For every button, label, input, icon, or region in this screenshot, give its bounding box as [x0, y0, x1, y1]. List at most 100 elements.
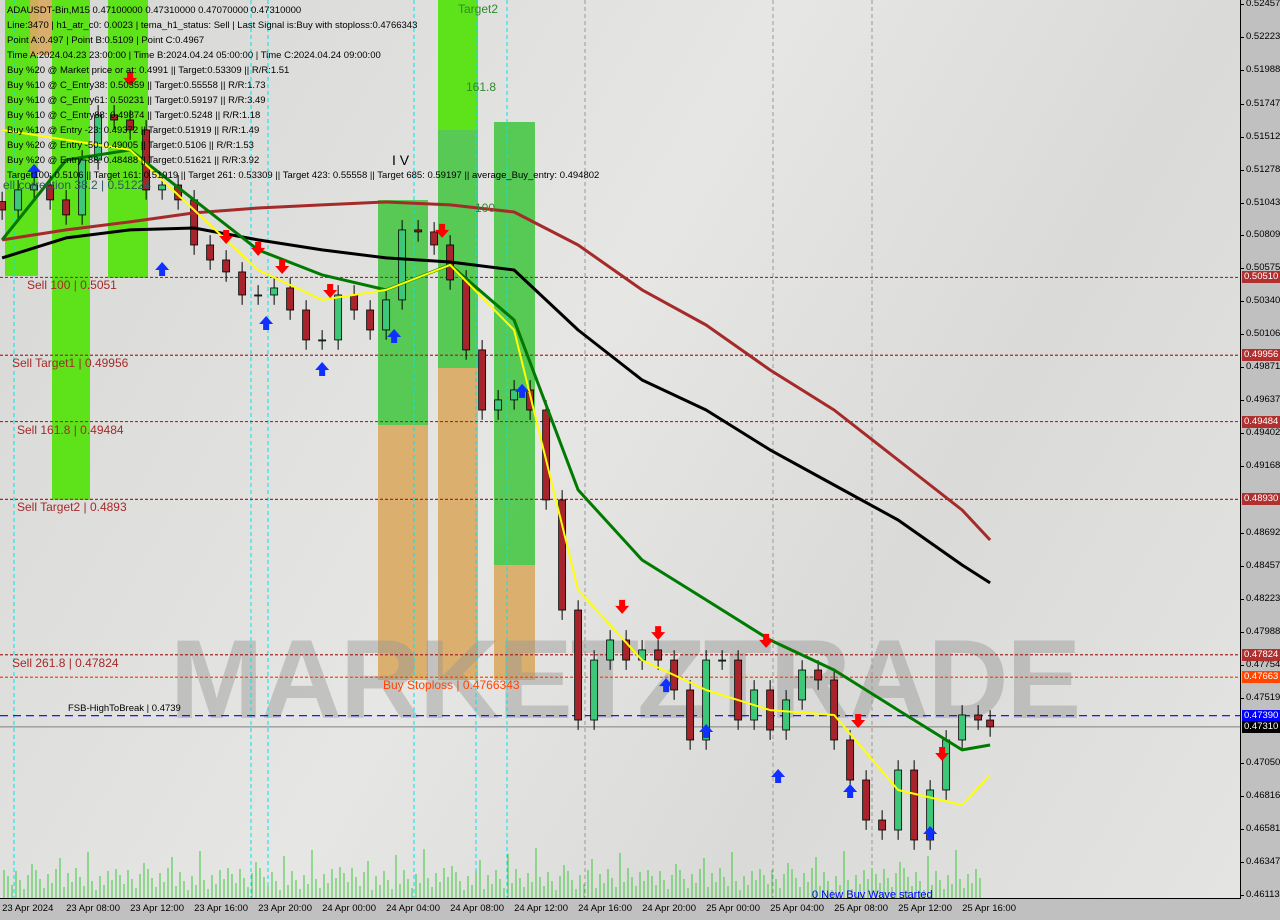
watermark-logo: MARKETZTRADE [170, 617, 1081, 742]
candle [30, 184, 39, 191]
time-tick-label: 25 Apr 00:00 [706, 903, 761, 914]
price-level-badge: 0.47824 [1242, 648, 1280, 661]
price-tick-label: 0.50575 [1240, 262, 1280, 274]
sell-arrow-icon [219, 229, 234, 244]
candle [830, 679, 839, 741]
price-chart[interactable]: MARKETZTRADE ADAUSDT-Bin,M15 0.47100000 … [0, 0, 1241, 899]
time-tick-label: 23 Apr 20:00 [258, 903, 313, 914]
sell-arrow-icon [323, 284, 338, 299]
price-tick-label: 0.50340 [1240, 295, 1280, 307]
time-tick-label: 25 Apr 12:00 [898, 903, 953, 914]
candle [126, 119, 135, 131]
buy-arrow-icon [387, 329, 402, 344]
price-tick-label: 0.48223 [1240, 592, 1280, 604]
info-line: Target100: 0.5106 || Target 161: 0.51919… [7, 170, 600, 181]
time-tick-label: 24 Apr 04:00 [386, 903, 441, 914]
buy-arrow-icon [259, 315, 274, 330]
candle [382, 299, 391, 331]
time-tick-label: 24 Apr 08:00 [450, 903, 505, 914]
candle [334, 294, 343, 341]
candle [926, 789, 935, 841]
candle [254, 294, 263, 297]
info-panel: ADAUSDT-Bin,M15 0.47100000 0.47310000 0.… [7, 3, 599, 183]
sell-arrow-icon [435, 223, 450, 238]
buy-arrow-icon [771, 768, 786, 783]
candle [78, 159, 87, 216]
sell-arrow-icon [251, 241, 266, 256]
sell-arrow-icon [759, 633, 774, 648]
candle [734, 659, 743, 721]
correction-label: ell correction 38.2 | 0.51224 [3, 178, 151, 192]
price-tick-label: 0.46347 [1240, 856, 1280, 868]
level-label: FSB-HighToBreak | 0.4739 [68, 702, 181, 714]
buy-zone [438, 0, 478, 130]
time-tick-label: 25 Apr 08:00 [834, 903, 889, 914]
buy-arrow-icon [27, 163, 42, 178]
candle [350, 294, 359, 311]
candle [14, 189, 23, 211]
time-tick-label: 25 Apr 04:00 [770, 903, 825, 914]
info-line: Buy %10 @ C_Entry61: 0.50231 || Target:0… [7, 95, 266, 106]
candle [494, 399, 503, 411]
candle [654, 649, 663, 661]
moving-average-line [0, 148, 991, 752]
info-line: Buy %20 @ Entry -88: 0.48488 || Target:0… [7, 155, 260, 166]
buy-arrow-icon [659, 678, 674, 693]
buy-zone [494, 122, 535, 565]
sell-arrow-icon [275, 260, 290, 275]
price-tick-label: 0.46816 [1240, 790, 1280, 802]
candle [510, 389, 519, 401]
price-tick-label: 0.52457 [1240, 0, 1280, 9]
candle [958, 714, 967, 741]
level-label: Sell Target2 | 0.4893 [17, 500, 127, 515]
candle [910, 769, 919, 841]
moving-average-line [1, 200, 992, 542]
level-label: Sell 100 | 0.5051 [27, 278, 117, 293]
candle [974, 714, 983, 721]
price-tick-label: 0.48692 [1240, 526, 1280, 538]
buy-arrow-icon [155, 262, 170, 277]
price-level-badge: 0.47310 [1242, 720, 1280, 733]
info-line: ADAUSDT-Bin,M15 0.47100000 0.47310000 0.… [7, 5, 302, 16]
price-tick-label: 0.51043 [1240, 196, 1280, 208]
candle [110, 114, 119, 121]
info-line: Buy %10 @ C_Entry88: 0.49874 || Target:0… [7, 110, 261, 121]
time-tick-label: 25 Apr 16:00 [962, 903, 1017, 914]
candle [878, 819, 887, 831]
price-axis[interactable]: 0.52457 0.52223 0.51988 0.51747 0.51512 0.512… [1240, 0, 1280, 900]
info-line: Buy %10 @ C_Entry38: 0.50359 || Target:0… [7, 80, 266, 91]
time-tick-label: 24 Apr 00:00 [322, 903, 377, 914]
candle [814, 669, 823, 681]
candle [702, 659, 711, 741]
stop-zone [494, 565, 535, 680]
price-tick-label: 0.46581 [1240, 823, 1280, 835]
price-tick-label: 0.51747 [1240, 97, 1280, 109]
price-tick-label: 0.49637 [1240, 394, 1280, 406]
fib-161-label: 161.8 [466, 80, 497, 94]
buy-arrow-icon [515, 383, 530, 398]
sell-arrow-icon [615, 599, 630, 614]
time-tick-label: 24 Apr 12:00 [514, 903, 569, 914]
time-tick-label: 24 Apr 20:00 [642, 903, 697, 914]
time-axis[interactable]: 23 Apr 2024 23 Apr 08:00 23 Apr 12:00 23 Ap… [0, 899, 1240, 920]
candle [542, 409, 551, 501]
candle [366, 309, 375, 331]
info-line: Buy %20 @ Entry -50: 0.49005 || Target:0… [7, 140, 254, 151]
price-tick-label: 0.50106 [1240, 328, 1280, 340]
candle [238, 271, 247, 296]
candle [46, 184, 55, 201]
candle [526, 389, 535, 411]
info-line: Line:3470 | h1_atr_c0: 0.0023 | tema_h1_… [7, 20, 418, 31]
chart-canvas [0, 0, 1240, 898]
time-tick-label: 23 Apr 08:00 [66, 903, 121, 914]
price-tick-label: 0.51512 [1240, 130, 1280, 142]
price-tick-label: 0.51988 [1240, 63, 1280, 75]
sell-arrow-icon [935, 747, 950, 762]
candle [286, 287, 295, 311]
level-label: Buy Stoploss | 0.4766343 [383, 678, 520, 693]
candle [462, 279, 471, 351]
price-level-badge: 0.49484 [1242, 415, 1280, 428]
moving-average-line [1, 226, 991, 585]
price-level-badge: 0.47390 [1242, 709, 1280, 722]
sell-arrow-icon [123, 71, 138, 86]
